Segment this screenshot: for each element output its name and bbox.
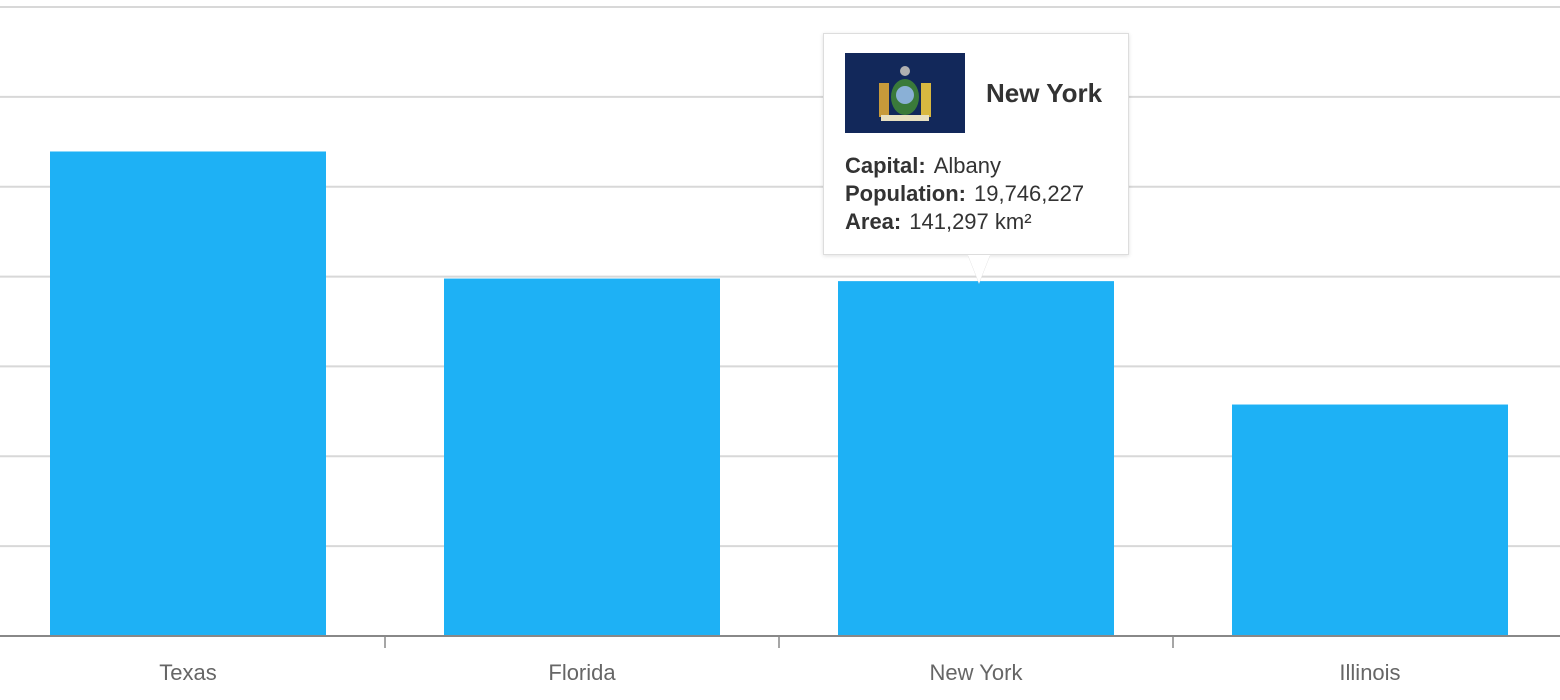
row-label: Area: [845,209,902,234]
bar [1232,404,1508,636]
bar [838,281,1114,636]
x-tick-label: Illinois [1339,660,1400,685]
tooltip-title: New York [986,78,1103,108]
tooltip-row: Population: 19,746,227 [845,180,1084,208]
flag [845,53,965,133]
x-tick-label: Florida [548,660,616,685]
tooltip-rows: Capital: Albany Population: 19,746,227 Are… [845,152,1084,236]
row-value: 19,746,227 [973,181,1085,206]
tooltip-pointer [968,255,990,283]
tooltip-row: Capital: Albany [845,152,1084,180]
row-value: 141,297 km² [909,209,1032,234]
bar [50,151,326,636]
row-label: Capital: [845,153,926,178]
bar [444,278,720,636]
tooltip-row: Area: 141,297 km² [845,208,1084,236]
row-value: Albany [933,153,1001,178]
x-tick-label: Texas [159,660,216,685]
row-label: Population: [845,181,966,206]
x-tick-label: New York [930,660,1024,685]
tooltip: New York Capital: Albany Population: 19,74… [823,33,1129,255]
